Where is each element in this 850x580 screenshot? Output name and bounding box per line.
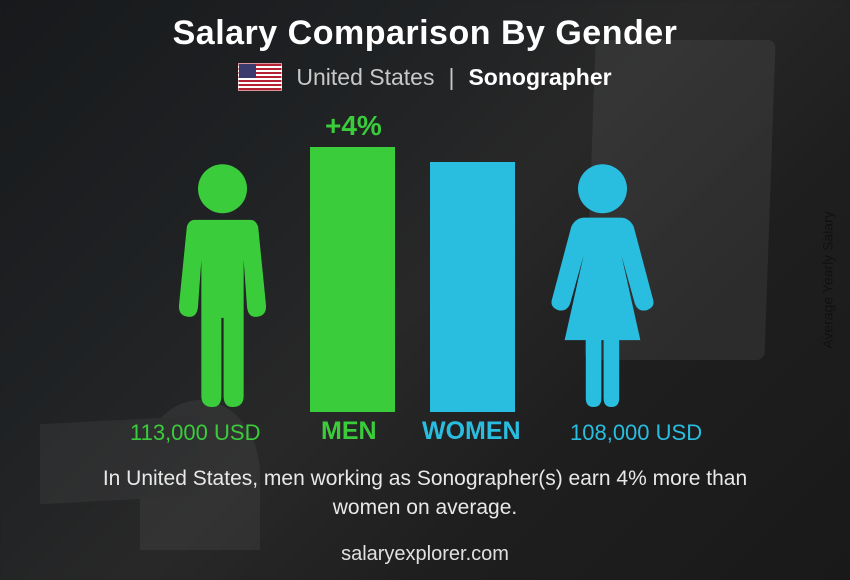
page-title: Salary Comparison By Gender (0, 14, 850, 53)
percent-difference-label: +4% (325, 110, 382, 142)
woman-icon (545, 162, 660, 407)
content-root: Salary Comparison By Gender United State… (0, 0, 850, 580)
men-salary: 113,000 USD (130, 420, 260, 446)
women-bar (430, 162, 515, 412)
y-axis-wrap: Average Yearly Salary (824, 180, 838, 380)
summary-text: In United States, men working as Sonogra… (0, 465, 850, 522)
country-label: United States (296, 64, 434, 91)
subtitle-row: United States | Sonographer (0, 63, 850, 91)
divider: | (448, 64, 454, 91)
job-title-label: Sonographer (468, 64, 611, 91)
footer-source: salaryexplorer.com (0, 543, 850, 566)
man-icon (165, 162, 280, 407)
women-label: WOMEN (422, 417, 521, 446)
y-axis-label: Average Yearly Salary (819, 211, 835, 349)
men-bar (310, 147, 395, 412)
chart-area: +4% MEN WOMEN 113,000 USD 108,000 USD (0, 110, 850, 450)
men-label: MEN (321, 417, 377, 446)
us-flag-icon (238, 63, 282, 91)
women-salary: 108,000 USD (570, 420, 702, 446)
